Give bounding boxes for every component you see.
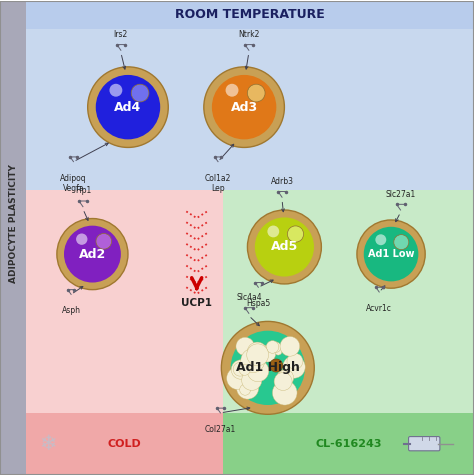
Text: CL-616243: CL-616243 xyxy=(315,439,382,449)
Circle shape xyxy=(233,362,247,376)
Circle shape xyxy=(247,342,267,362)
Circle shape xyxy=(252,360,264,372)
Circle shape xyxy=(212,75,276,139)
Circle shape xyxy=(375,234,386,245)
Circle shape xyxy=(88,67,168,147)
Text: Slc4a4: Slc4a4 xyxy=(236,293,262,302)
Circle shape xyxy=(256,364,264,371)
Circle shape xyxy=(270,359,283,372)
Circle shape xyxy=(96,75,160,139)
Text: ROOM TEMPERATURE: ROOM TEMPERATURE xyxy=(175,8,325,21)
Circle shape xyxy=(283,356,305,378)
Circle shape xyxy=(242,370,262,390)
Circle shape xyxy=(279,370,289,380)
Circle shape xyxy=(274,348,282,355)
Text: Asph: Asph xyxy=(62,306,81,315)
Circle shape xyxy=(236,337,255,356)
Bar xyxy=(26,0,474,29)
Text: Ad5: Ad5 xyxy=(271,240,298,254)
Circle shape xyxy=(221,322,314,414)
Circle shape xyxy=(364,227,419,281)
Circle shape xyxy=(270,342,281,352)
Bar xyxy=(26,413,223,475)
Bar xyxy=(26,29,474,190)
Circle shape xyxy=(57,218,128,290)
Circle shape xyxy=(247,360,269,382)
Circle shape xyxy=(266,341,279,353)
Circle shape xyxy=(64,226,121,283)
Text: Ad1 Low: Ad1 Low xyxy=(368,249,414,259)
Circle shape xyxy=(204,67,284,147)
Circle shape xyxy=(274,372,292,390)
Text: COLD: COLD xyxy=(108,439,142,449)
Circle shape xyxy=(226,84,238,97)
Circle shape xyxy=(131,84,149,102)
Circle shape xyxy=(231,360,251,379)
Text: Irs2: Irs2 xyxy=(114,30,128,39)
Text: ❄: ❄ xyxy=(39,434,56,454)
Circle shape xyxy=(241,349,265,372)
Circle shape xyxy=(255,218,314,276)
Circle shape xyxy=(357,220,425,288)
Circle shape xyxy=(287,226,304,242)
Bar xyxy=(223,190,474,413)
Circle shape xyxy=(277,370,294,386)
Circle shape xyxy=(259,345,276,362)
Text: Ad4: Ad4 xyxy=(114,101,142,114)
Text: Hspa5: Hspa5 xyxy=(246,299,271,308)
Circle shape xyxy=(96,234,111,249)
Circle shape xyxy=(246,344,269,366)
Text: Flp1: Flp1 xyxy=(75,186,91,195)
Circle shape xyxy=(237,377,259,399)
FancyBboxPatch shape xyxy=(409,437,440,451)
Text: UCP1: UCP1 xyxy=(181,298,212,308)
Text: Acvr1c: Acvr1c xyxy=(366,304,392,313)
Circle shape xyxy=(239,364,250,375)
Circle shape xyxy=(278,378,287,388)
Text: Ad2: Ad2 xyxy=(79,247,106,261)
Bar xyxy=(0,0,26,475)
Circle shape xyxy=(258,365,269,375)
Circle shape xyxy=(240,384,251,395)
Circle shape xyxy=(253,353,264,364)
Text: Ntrk2: Ntrk2 xyxy=(238,30,260,39)
Text: Slc27a1: Slc27a1 xyxy=(385,190,416,199)
Circle shape xyxy=(273,380,297,405)
Bar xyxy=(223,413,474,475)
Circle shape xyxy=(394,235,409,250)
Circle shape xyxy=(109,84,122,97)
Text: Col1a2
Lep: Col1a2 Lep xyxy=(205,173,231,193)
Circle shape xyxy=(231,331,305,405)
Circle shape xyxy=(247,210,321,284)
Text: Ad3: Ad3 xyxy=(230,101,258,114)
Circle shape xyxy=(227,367,249,390)
Circle shape xyxy=(76,234,87,245)
Text: Ad1 High: Ad1 High xyxy=(236,361,300,374)
Text: ADIPOCYTE PLASTICITY: ADIPOCYTE PLASTICITY xyxy=(9,164,18,283)
Circle shape xyxy=(287,353,303,369)
Text: Adrb3: Adrb3 xyxy=(271,177,293,186)
Circle shape xyxy=(280,336,300,356)
Circle shape xyxy=(247,84,265,102)
Bar xyxy=(26,190,223,413)
Text: Adipoq
Vegfa: Adipoq Vegfa xyxy=(60,173,87,193)
Circle shape xyxy=(267,226,279,238)
Text: Col27a1: Col27a1 xyxy=(205,425,236,434)
